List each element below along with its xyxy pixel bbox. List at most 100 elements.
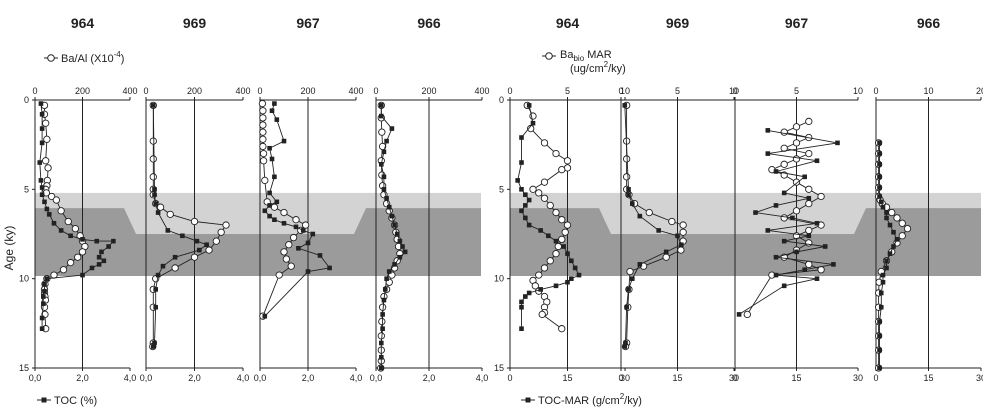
data-point-filled bbox=[878, 290, 884, 296]
data-point-open bbox=[222, 221, 230, 229]
data-point-filled bbox=[831, 262, 836, 267]
data-point-filled bbox=[806, 233, 812, 239]
data-point-filled bbox=[272, 174, 277, 180]
data-point-open bbox=[626, 267, 634, 276]
data-point-open bbox=[540, 178, 549, 186]
data-point-filled bbox=[293, 224, 299, 230]
data-point-filled bbox=[877, 333, 882, 339]
data-point-filled bbox=[379, 162, 384, 167]
data-point-filled bbox=[626, 287, 631, 292]
data-point-filled bbox=[58, 228, 64, 233]
data-point-filled bbox=[269, 156, 275, 162]
data-point-open bbox=[42, 157, 50, 165]
y-axis-label: Age (ky) bbox=[2, 226, 16, 271]
data-point-filled bbox=[42, 288, 47, 294]
data-point-filled bbox=[386, 204, 392, 210]
top-tick-label: 10 bbox=[853, 86, 863, 96]
data-point-filled bbox=[773, 169, 779, 174]
data-point-filled bbox=[553, 283, 559, 289]
top-tick-label: 0 bbox=[618, 86, 623, 96]
data-point-filled bbox=[39, 185, 45, 190]
data-point-open bbox=[64, 217, 72, 226]
bottom-tick-label: 2,0 bbox=[302, 373, 315, 383]
data-point-filled bbox=[272, 217, 277, 223]
data-point-open bbox=[212, 237, 220, 245]
data-point-filled bbox=[327, 265, 332, 271]
y-tick-label: 5 bbox=[499, 184, 504, 194]
data-point-open bbox=[52, 196, 61, 204]
data-point-filled bbox=[317, 253, 323, 258]
data-point-filled bbox=[379, 354, 384, 360]
data-point-open bbox=[792, 207, 801, 215]
data-point-filled bbox=[515, 178, 520, 183]
panel-concentration-967: 967 0 200 400 0,0 2,0 4,0 bbox=[254, 15, 364, 383]
data-point-filled bbox=[626, 187, 631, 192]
legend-babio: Babio MAR (ug/cm2/ky) bbox=[542, 49, 626, 75]
data-point-filled bbox=[678, 242, 684, 248]
data-point-filled bbox=[39, 111, 45, 117]
legend-baal-label: Ba/Al (X10-4) bbox=[61, 50, 124, 65]
data-point-filled bbox=[622, 103, 628, 108]
data-point-filled bbox=[884, 265, 889, 271]
data-point-filled bbox=[519, 208, 524, 214]
data-point-open bbox=[258, 99, 267, 108]
data-point-open bbox=[529, 185, 537, 193]
data-point-open bbox=[259, 121, 267, 129]
site-title: 964 bbox=[556, 15, 580, 31]
bottom-tick-label: 30 bbox=[976, 373, 983, 383]
data-point-filled bbox=[675, 233, 680, 239]
site-title: 964 bbox=[71, 15, 95, 31]
data-point-open bbox=[47, 192, 56, 201]
data-point-filled bbox=[565, 251, 570, 256]
site-title: 966 bbox=[417, 15, 441, 31]
data-point-open bbox=[285, 241, 293, 249]
legend-baal: Ba/Al (X10-4) bbox=[44, 50, 124, 65]
data-point-filled bbox=[569, 276, 574, 281]
data-point-filled bbox=[39, 315, 45, 321]
data-point-filled bbox=[397, 238, 403, 244]
data-point-filled bbox=[262, 208, 268, 214]
climate-bands bbox=[35, 192, 981, 276]
data-point-filled bbox=[38, 178, 44, 183]
data-point-filled bbox=[397, 254, 403, 260]
data-point-filled bbox=[523, 294, 528, 299]
data-point-open bbox=[563, 221, 572, 229]
legend-toc: TOC (%) bbox=[37, 395, 97, 407]
data-point-open bbox=[287, 262, 295, 270]
data-point-filled bbox=[806, 195, 812, 201]
data-point-open bbox=[805, 117, 813, 126]
data-point-open bbox=[259, 128, 267, 136]
data-point-open bbox=[44, 164, 52, 172]
data-point-filled bbox=[42, 199, 47, 205]
data-point-open bbox=[668, 217, 676, 226]
data-point-filled bbox=[39, 140, 45, 146]
data-point-filled bbox=[153, 201, 158, 206]
data-point-open bbox=[792, 123, 801, 131]
data-point-open bbox=[66, 258, 75, 267]
bottom-tick-label: 0 bbox=[618, 373, 623, 383]
y-tick-label: 10 bbox=[19, 274, 29, 284]
data-point-filled bbox=[379, 113, 384, 119]
data-point-filled bbox=[267, 145, 272, 151]
data-point-filled bbox=[394, 231, 400, 237]
data-point-filled bbox=[160, 263, 166, 269]
data-point-open bbox=[558, 325, 566, 333]
data-point-filled bbox=[96, 262, 102, 267]
data-point-filled bbox=[379, 103, 384, 108]
data-point-filled bbox=[656, 228, 661, 233]
bottom-tick-label: 15 bbox=[672, 373, 682, 383]
data-point-open bbox=[561, 228, 569, 236]
data-point-open bbox=[535, 271, 543, 279]
data-point-open bbox=[805, 199, 813, 208]
data-point-filled bbox=[523, 215, 528, 221]
bottom-tick-label: 0 bbox=[732, 373, 737, 383]
data-point-open bbox=[270, 203, 279, 211]
data-point-filled bbox=[68, 233, 73, 239]
legend-toc-label: TOC (%) bbox=[54, 395, 97, 407]
data-point-filled bbox=[884, 210, 889, 215]
top-tick-label: 0 bbox=[507, 86, 512, 96]
data-point-filled bbox=[41, 301, 46, 306]
